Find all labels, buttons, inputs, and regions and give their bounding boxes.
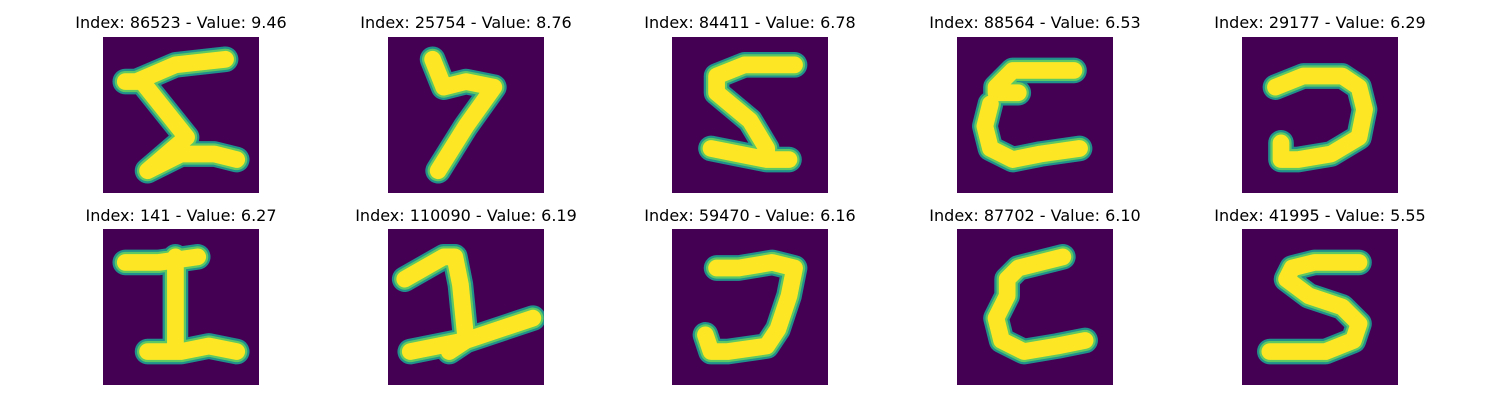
digit-image-2 xyxy=(388,37,544,193)
panel-title-10: Index: 41995 - Value: 5.55 xyxy=(1214,206,1426,225)
digit-image-7 xyxy=(388,229,544,385)
digit-image-8 xyxy=(672,229,828,385)
digit-stroke-3 xyxy=(702,56,803,168)
panel-title-1: Index: 86523 - Value: 9.46 xyxy=(75,13,287,32)
digit-stroke-2 xyxy=(424,50,503,180)
digit-stroke-10 xyxy=(1261,254,1368,360)
panel-title-4: Index: 88564 - Value: 6.53 xyxy=(929,13,1141,32)
digit-image-6 xyxy=(103,229,259,385)
digit-stroke-7 xyxy=(396,248,542,360)
panel-title-9: Index: 87702 - Value: 6.10 xyxy=(929,206,1141,225)
panel-title-2: Index: 25754 - Value: 8.76 xyxy=(360,13,572,32)
digit-stroke-8 xyxy=(697,254,803,360)
digit-image-10 xyxy=(1242,229,1398,385)
digit-image-5 xyxy=(1242,37,1398,193)
panel-title-5: Index: 29177 - Value: 6.29 xyxy=(1214,13,1426,32)
digit-stroke-4 xyxy=(976,62,1088,168)
digit-image-3 xyxy=(672,37,828,193)
digit-stroke-6 xyxy=(116,248,246,360)
digit-image-9 xyxy=(957,229,1113,385)
digit-image-1 xyxy=(103,37,259,193)
digit-stroke-1 xyxy=(116,50,246,180)
panel-title-8: Index: 59470 - Value: 6.16 xyxy=(644,206,856,225)
panel-title-7: Index: 110090 - Value: 6.19 xyxy=(355,206,577,225)
digit-stroke-5 xyxy=(1267,67,1373,168)
panel-title-6: Index: 141 - Value: 6.27 xyxy=(85,206,277,225)
digit-stroke-9 xyxy=(987,248,1094,360)
panel-title-3: Index: 84411 - Value: 6.78 xyxy=(644,13,856,32)
digit-image-4 xyxy=(957,37,1113,193)
